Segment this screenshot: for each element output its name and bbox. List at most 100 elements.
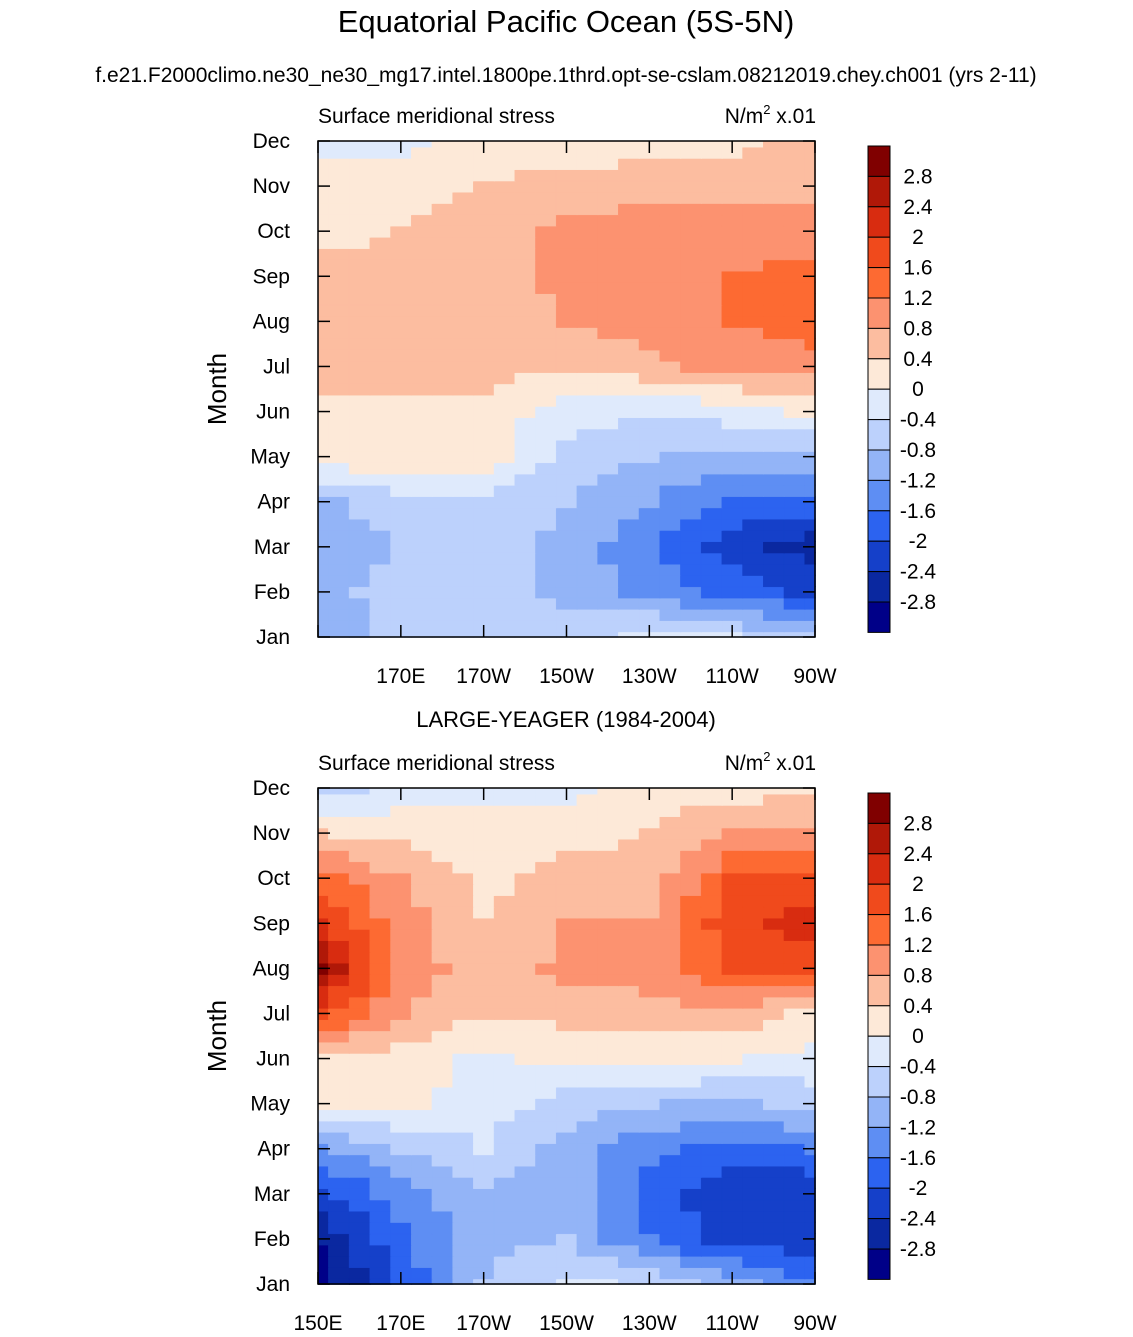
heatmap-cell [597, 906, 620, 919]
heatmap-cell [431, 1142, 454, 1156]
heatmap-cell [390, 1233, 412, 1246]
heatmap-cell [659, 951, 682, 964]
heatmap-cell [763, 894, 785, 908]
heatmap-cell [348, 518, 371, 531]
heatmap-cell [514, 326, 537, 340]
heatmap-cell [369, 838, 392, 851]
heatmap-cell [783, 191, 806, 204]
heatmap-cell [742, 157, 765, 170]
heatmap-cell [742, 383, 765, 396]
heatmap-cell [576, 383, 599, 396]
heatmap-cell [348, 484, 371, 497]
heatmap-cell [680, 815, 702, 829]
heatmap-cell [638, 552, 661, 565]
heatmap-cell [410, 202, 433, 216]
heatmap-cell [535, 1210, 557, 1223]
heatmap-cell [369, 1120, 392, 1133]
y-tick-label: Mar [254, 536, 290, 559]
heatmap-cell [804, 1030, 816, 1043]
heatmap-cell [473, 1075, 495, 1088]
heatmap-cell [514, 1086, 537, 1099]
heatmap-cell [763, 281, 785, 294]
heatmap-cell [555, 507, 578, 520]
heatmap-cell [742, 191, 765, 204]
heatmap-cell [555, 563, 578, 576]
heatmap-cell [452, 1255, 475, 1268]
heatmap-cell [742, 894, 765, 908]
heatmap-cell [638, 894, 661, 908]
heatmap-cell [431, 462, 454, 475]
heatmap-cell [390, 540, 412, 554]
colorbar-label: -2 [909, 1177, 928, 1200]
heatmap-cell [390, 191, 412, 204]
heatmap-cell [493, 1221, 516, 1235]
heatmap-cell [804, 1109, 816, 1122]
heatmap-cell [700, 1063, 723, 1077]
y-tick-label: Jul [263, 1002, 290, 1025]
heatmap-cell [680, 405, 702, 418]
heatmap-cell [680, 996, 702, 1009]
heatmap-cell [317, 236, 330, 249]
heatmap-cell [328, 315, 350, 328]
heatmap-cell [555, 917, 578, 930]
heatmap-cell [742, 1154, 765, 1167]
heatmap-cell [742, 849, 765, 863]
heatmap-cell [452, 1244, 475, 1257]
heatmap-cell [328, 1131, 350, 1144]
heatmap-cell [783, 838, 806, 851]
heatmap-cell [328, 371, 350, 385]
heatmap-cell [700, 1176, 723, 1189]
heatmap-cell [700, 597, 723, 610]
heatmap-cell [638, 1063, 661, 1077]
heatmap-cell [328, 1154, 350, 1167]
heatmap-cell [700, 838, 723, 851]
heatmap-cell [555, 202, 578, 216]
panel-1-y-axis-label: Month [202, 353, 232, 425]
heatmap-cell [618, 473, 640, 486]
heatmap-cell [473, 360, 495, 373]
colorbar-label: -1.6 [900, 1147, 936, 1170]
heatmap-cell [680, 507, 702, 520]
heatmap-cell [783, 563, 806, 576]
heatmap-cell [317, 787, 330, 795]
heatmap-cell [514, 270, 537, 283]
heatmap-cell [493, 292, 516, 306]
heatmap-cell [369, 360, 392, 373]
heatmap-cell [659, 586, 682, 599]
heatmap-cell [638, 1210, 661, 1223]
heatmap-cell [742, 1007, 765, 1020]
heatmap-cell [369, 518, 392, 531]
heatmap-cell [535, 394, 557, 407]
heatmap-cell [431, 1266, 454, 1280]
heatmap-cell [493, 985, 516, 998]
colorbar-swatch [867, 175, 891, 208]
heatmap-cell [721, 883, 744, 896]
heatmap-cell [638, 1233, 661, 1246]
heatmap-cell [576, 1266, 599, 1280]
heatmap-cell [659, 815, 682, 829]
heatmap-cell [576, 405, 599, 418]
colorbar-label: 2.4 [903, 843, 933, 866]
heatmap-cell [576, 428, 599, 441]
heatmap-cell [597, 1109, 620, 1122]
heatmap-cell [700, 1187, 723, 1201]
heatmap-cell [535, 985, 557, 998]
heatmap-cell [328, 202, 350, 216]
colorbar-swatch [867, 236, 891, 269]
heatmap-cell [348, 383, 371, 396]
heatmap-cell [659, 473, 682, 486]
colorbar-swatch [867, 1157, 891, 1189]
heatmap-cell [493, 473, 516, 486]
heatmap-cell [700, 416, 723, 430]
heatmap-cell [535, 1221, 557, 1235]
heatmap-cell [763, 338, 785, 351]
heatmap-cell [348, 552, 371, 565]
heatmap-cell [721, 1176, 744, 1189]
heatmap-cell [763, 529, 785, 542]
heatmap-cell [473, 1007, 495, 1020]
heatmap-cell [618, 462, 640, 475]
heatmap-cell [680, 146, 702, 159]
heatmap-cell [618, 552, 640, 565]
heatmap-cell [618, 985, 640, 998]
heatmap-cell [659, 962, 682, 975]
